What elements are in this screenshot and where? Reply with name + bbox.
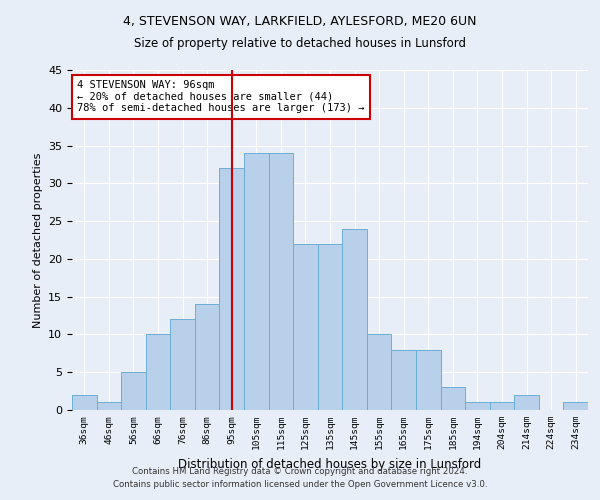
Bar (72, 395, 97, 410)
Bar (293, 244, 318, 410)
Bar (416, 350, 440, 410)
Bar (269, 153, 293, 410)
Bar (146, 334, 170, 410)
Text: 4 STEVENSON WAY: 96sqm
← 20% of detached houses are smaller (44)
78% of semi-det: 4 STEVENSON WAY: 96sqm ← 20% of detached… (77, 80, 365, 114)
Bar (440, 388, 465, 410)
Bar (514, 395, 539, 410)
Bar (244, 153, 269, 410)
Text: Size of property relative to detached houses in Lunsford: Size of property relative to detached ho… (134, 38, 466, 51)
Y-axis label: Number of detached properties: Number of detached properties (32, 152, 43, 328)
X-axis label: Distribution of detached houses by size in Lunsford: Distribution of detached houses by size … (178, 458, 482, 470)
Bar (465, 402, 490, 410)
Bar (342, 228, 367, 410)
Text: Contains HM Land Registry data © Crown copyright and database right 2024.: Contains HM Land Registry data © Crown c… (132, 467, 468, 476)
Bar (391, 350, 416, 410)
Bar (121, 372, 146, 410)
Bar (170, 320, 195, 410)
Bar (367, 334, 391, 410)
Bar (490, 402, 514, 410)
Bar (318, 244, 342, 410)
Bar (220, 168, 244, 410)
Bar (563, 402, 588, 410)
Bar (97, 402, 121, 410)
Text: 4, STEVENSON WAY, LARKFIELD, AYLESFORD, ME20 6UN: 4, STEVENSON WAY, LARKFIELD, AYLESFORD, … (123, 15, 477, 28)
Text: Contains public sector information licensed under the Open Government Licence v3: Contains public sector information licen… (113, 480, 487, 489)
Bar (195, 304, 220, 410)
